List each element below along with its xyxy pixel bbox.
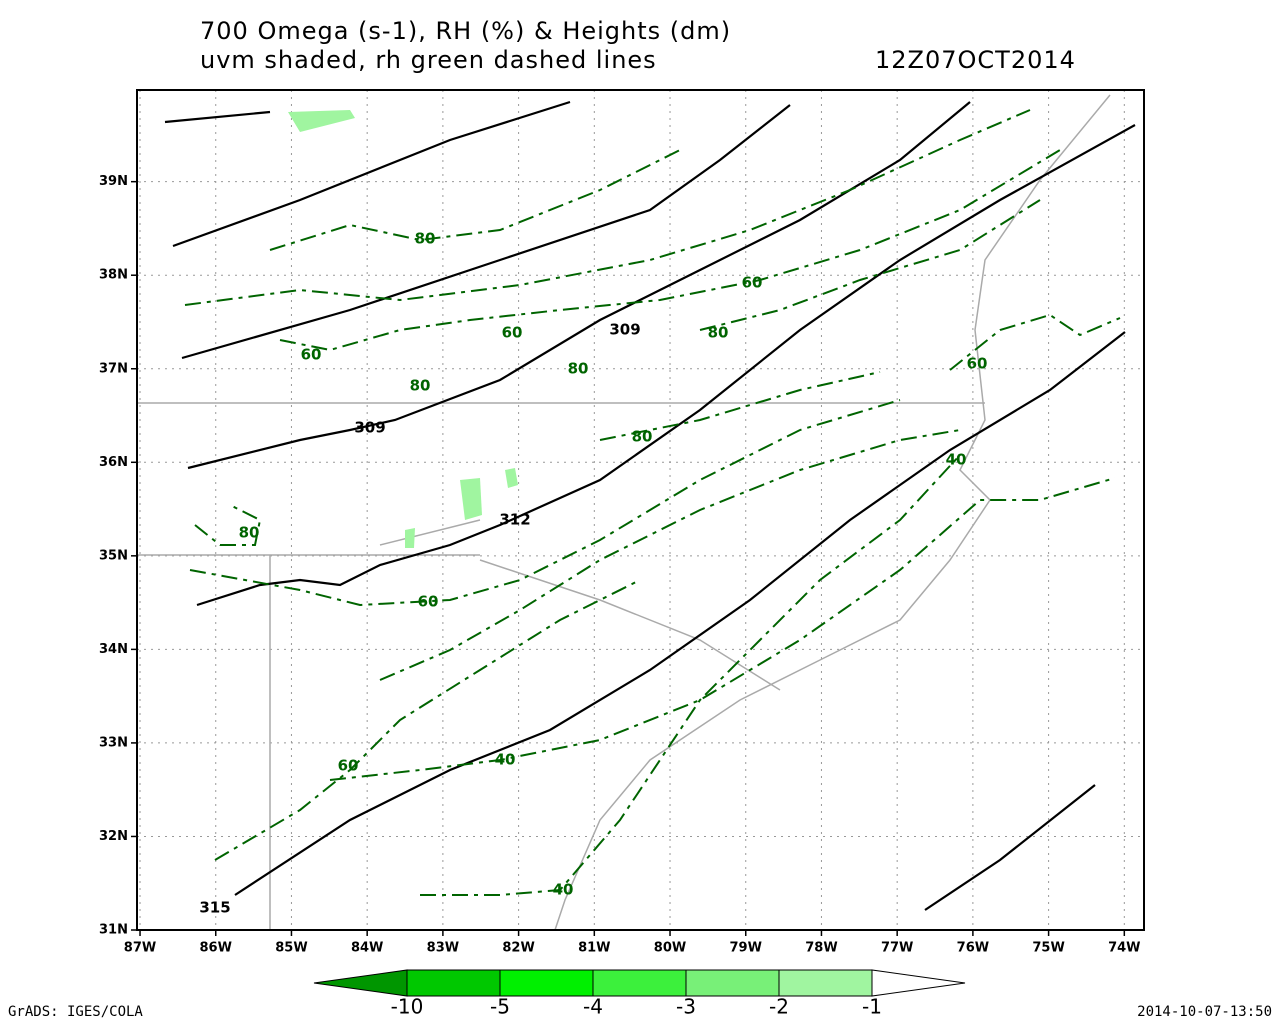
- grid: [137, 90, 1144, 931]
- colorbar-label: -3: [676, 995, 696, 1019]
- uvm-area: [505, 468, 518, 488]
- footer-left: GrADS: IGES/COLA: [8, 1004, 143, 1020]
- colorbar-label: -10: [391, 995, 424, 1019]
- uvm-area: [460, 478, 482, 520]
- lon-tick-label: 78W: [805, 941, 837, 956]
- rh-label: 40: [495, 751, 516, 769]
- state-border: [269, 519, 481, 930]
- lon-tick-label: 76W: [957, 941, 989, 956]
- rh-label: 80: [239, 524, 260, 542]
- rh-contour: [194, 504, 262, 546]
- colorbar-box: [685, 969, 780, 997]
- rh-label: 40: [946, 451, 967, 469]
- colorbar-label: -2: [769, 995, 789, 1019]
- rh-contour: [379, 429, 961, 681]
- height-contours: [164, 100, 1136, 911]
- state-border: [137, 402, 985, 691]
- lat-tick-label: 36N: [99, 455, 128, 470]
- lat-tick-label: 37N: [99, 361, 128, 376]
- geography: [137, 94, 1111, 931]
- rh-label: 80: [632, 428, 653, 446]
- height-contour: [924, 784, 1096, 911]
- rh-label: 60: [967, 355, 988, 373]
- lon-tick-label: 87W: [124, 941, 156, 956]
- height-label: 312: [499, 511, 530, 529]
- colorbar-box: [778, 969, 873, 997]
- height-contour: [187, 101, 971, 470]
- rh-label: 80: [708, 324, 729, 342]
- height-contour: [181, 104, 791, 360]
- lon-tick-label: 84W: [351, 941, 383, 956]
- height-contour: [172, 100, 571, 248]
- lon-tick-label: 80W: [654, 941, 686, 956]
- rh-label: 40: [553, 881, 574, 899]
- rh-label: 80: [568, 360, 589, 378]
- colorbar-label: -5: [490, 995, 510, 1019]
- rh-contour: [949, 313, 1121, 371]
- title-line-1: 700 Omega (s-1), RH (%) & Heights (dm): [200, 17, 731, 45]
- lat-tick-label: 38N: [99, 268, 128, 283]
- colorbar-triangle: [871, 969, 966, 997]
- rh-label: 60: [502, 324, 523, 342]
- rh-label: 60: [742, 274, 763, 292]
- height-label: 309: [609, 321, 640, 339]
- map-frame: [136, 89, 1145, 931]
- lon-tick-label: 77W: [881, 941, 913, 956]
- colorbar-box: [592, 969, 687, 997]
- colorbar-box: [406, 969, 501, 997]
- rh-contour: [279, 149, 1061, 352]
- colorbar-triangle: [313, 969, 408, 997]
- lat-tick-label: 32N: [99, 829, 128, 844]
- colorbar-box: [499, 969, 594, 997]
- rh-label: 80: [415, 230, 436, 248]
- lon-tick-label: 82W: [502, 941, 534, 956]
- uvm-area: [405, 528, 415, 548]
- rh-contours: [184, 109, 1121, 896]
- lon-tick-label: 79W: [730, 941, 762, 956]
- rh-contour: [699, 199, 1041, 331]
- rh-contour: [420, 454, 961, 896]
- contour-labels: 309 309 312 315 80 60 60 80 60 80 80 80 …: [199, 230, 987, 917]
- date-label: 12Z07OCT2014: [875, 46, 1076, 74]
- rh-label: 80: [410, 377, 431, 395]
- height-label: 315: [199, 899, 230, 917]
- height-contour: [196, 124, 1136, 607]
- rh-contour: [269, 149, 681, 251]
- rh-label: 60: [338, 757, 359, 775]
- rh-contour: [599, 371, 881, 441]
- uvm-shading: [288, 110, 518, 548]
- rh-contour: [184, 109, 1031, 306]
- uvm-area: [288, 110, 355, 132]
- colorbar-label: -4: [583, 995, 603, 1019]
- rh-label: 60: [418, 593, 439, 611]
- rh-contour: [189, 399, 901, 607]
- rh-label: 60: [301, 346, 322, 364]
- footer-right: 2014-10-07-13:50: [1137, 1004, 1272, 1020]
- colorbar: -10 -5 -4 -3 -2 -1: [313, 969, 966, 1019]
- coastline: [554, 94, 1111, 931]
- lat-tick-label: 35N: [99, 548, 128, 563]
- lat-tick-label: 31N: [99, 923, 128, 938]
- rh-contour: [329, 477, 1116, 781]
- rh-contour: [214, 579, 641, 861]
- lon-tick-label: 75W: [1032, 941, 1064, 956]
- height-contour: [234, 331, 1126, 896]
- lon-tick-label: 86W: [200, 941, 232, 956]
- height-contour: [164, 110, 271, 124]
- title-line-2: uvm shaded, rh green dashed lines: [200, 46, 657, 74]
- lat-tick-label: 33N: [99, 735, 128, 750]
- lon-tick-label: 83W: [427, 941, 459, 956]
- height-label: 309: [354, 419, 385, 437]
- lat-tick-label: 39N: [99, 174, 128, 189]
- lon-tick-label: 81W: [578, 941, 610, 956]
- lon-tick-label: 85W: [275, 941, 307, 956]
- lon-tick-label: 74W: [1108, 941, 1140, 956]
- colorbar-label: -1: [862, 995, 882, 1019]
- lat-tick-label: 34N: [99, 642, 128, 657]
